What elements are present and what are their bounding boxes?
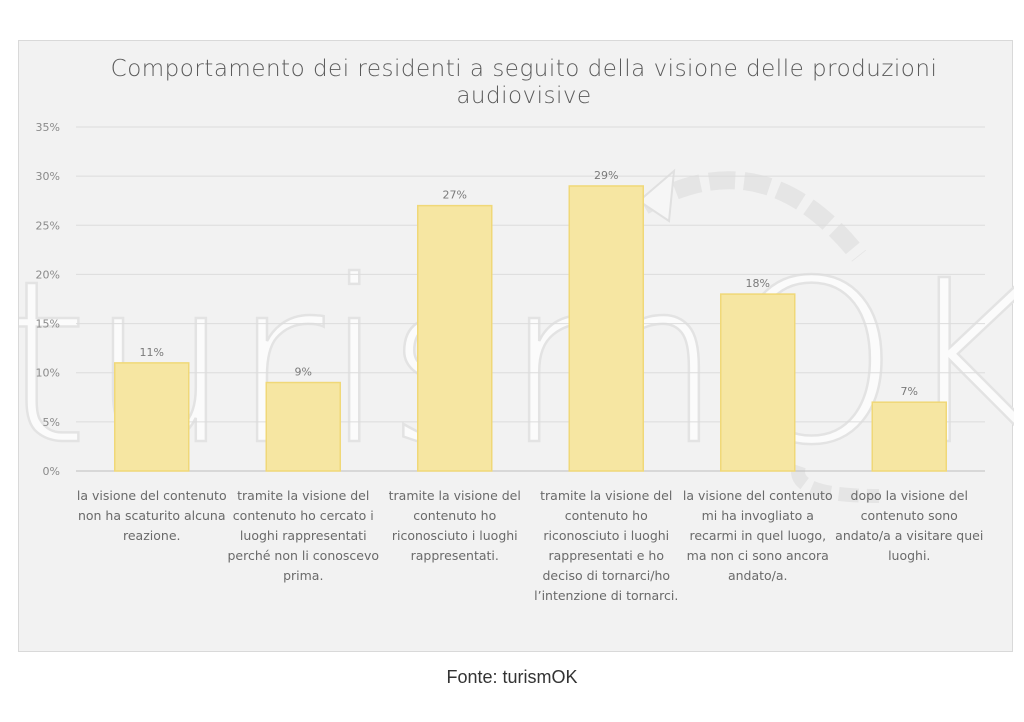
data-label: 9% [295,366,312,379]
y-tick-label: 10% [36,367,60,380]
y-tick-label: 35% [36,121,60,134]
y-tick-label: 0% [43,465,60,478]
data-label: 7% [901,385,918,398]
bar [417,204,493,472]
bar [114,362,190,472]
bar [265,381,341,472]
bars [114,185,947,472]
data-label: 11% [140,346,164,359]
watermark-arrow-bottom [791,463,880,503]
x-category-label: la visione del contenuto non ha scaturito… [77,488,227,543]
source-caption: Fonte: turismOK [446,667,578,687]
bar [871,401,947,472]
y-tick-label: 5% [43,416,60,429]
y-tick-label: 15% [36,318,60,331]
x-category-label: la visione del contenuto mi ha invogliato… [683,488,833,583]
data-label: 29% [594,169,618,182]
x-axis: la visione del contenuto non ha scaturito… [77,488,983,603]
chart-title: Comportamento dei residenti a seguito de… [111,56,938,109]
data-labels: 11% 9% 27% 29% 18% 7% [140,169,918,398]
bar-chart: turismOK 0%5%10%15%20%25%30%35% 11%9%27%… [19,56,1014,603]
bar [720,293,796,472]
gridlines [76,126,985,472]
bar [568,185,644,472]
y-axis: 0% 5% 10% 15% 20% 25% 30% 35% [36,121,60,478]
x-category-label: tramite la visione del contenuto ho cerca… [227,488,379,583]
y-tick-label: 25% [36,219,60,232]
chart-panel: turismOK 0% 5% 10% 15% 20% 25% 30% 35% 11% 9% 27%… [18,40,1014,652]
x-category-label: dopo la visione del contenuto sono andato/… [835,488,983,563]
watermark-arrow-head [637,168,676,223]
data-label: 18% [746,277,770,290]
data-label: 27% [443,189,467,202]
watermark-arrow-top [639,171,867,262]
x-category-label: tramite la visione del contenuto ho ricono… [534,488,678,603]
chart-title-line: Comportamento dei residenti a seguito de… [111,56,938,82]
y-tick-label: 30% [36,170,60,183]
y-tick-label: 20% [36,268,60,281]
chart-title-line: audiovisive [456,83,591,109]
x-category-label: tramite la visione del contenuto ho ricono… [389,488,521,563]
